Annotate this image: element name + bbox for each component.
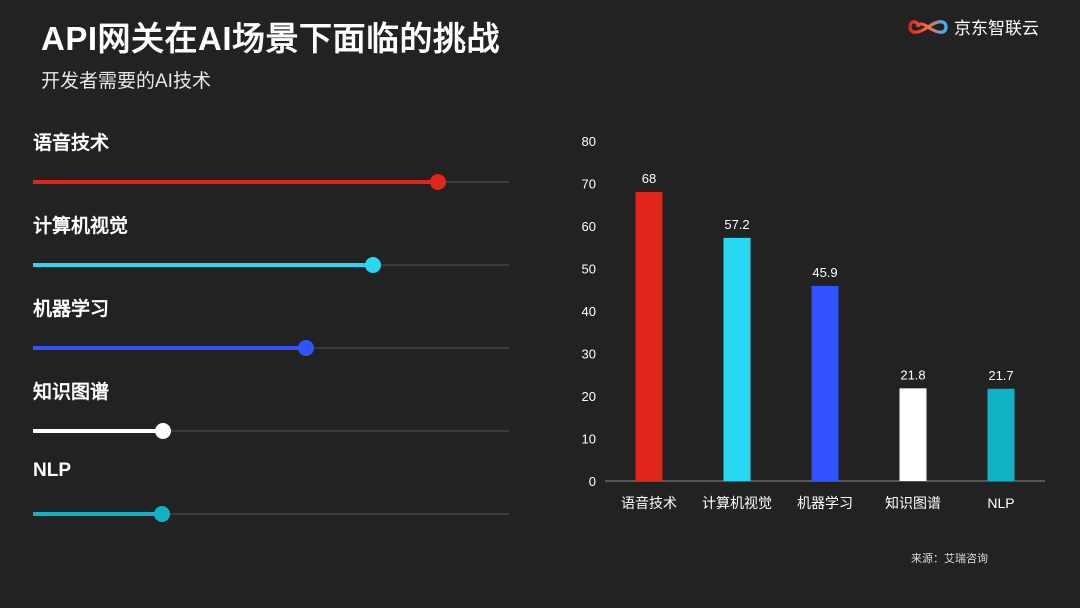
slider-track <box>33 513 509 515</box>
slider-row: 机器学习 <box>33 294 509 364</box>
x-tick-label: 语音技术 <box>621 495 677 511</box>
infinity-logo-icon <box>908 19 948 34</box>
y-tick-label: 20 <box>582 389 596 404</box>
y-tick-label: 40 <box>582 304 596 319</box>
data-label: 68 <box>642 171 656 186</box>
x-tick-label: 计算机视觉 <box>702 495 772 511</box>
bar <box>987 388 1015 481</box>
data-label: 21.7 <box>988 368 1013 383</box>
x-tick-label: 机器学习 <box>797 495 853 511</box>
slider-row: 计算机视觉 <box>33 211 509 281</box>
slider-fill <box>33 346 307 350</box>
x-tick-label: NLP <box>987 495 1014 511</box>
source-note: 来源：艾瑞咨询 <box>911 553 988 565</box>
logo-text: 京东智联云 <box>954 19 1039 38</box>
slider-knob <box>429 174 446 190</box>
page-subtitle: 开发者需要的AI技术 <box>41 71 211 92</box>
slider-label: 知识图谱 <box>33 382 110 403</box>
y-tick-label: 0 <box>589 474 596 489</box>
slider-label: NLP <box>33 460 71 481</box>
y-tick-label: 60 <box>582 219 596 234</box>
data-label: 45.9 <box>812 265 837 280</box>
y-tick-label: 50 <box>582 262 596 277</box>
bar <box>899 388 927 481</box>
slider-fill <box>33 180 438 184</box>
slider-knob <box>365 257 382 273</box>
slider-knob <box>154 506 171 522</box>
slider-fill <box>33 263 374 267</box>
slider-row: NLP <box>33 460 509 530</box>
slider-fill <box>33 512 163 516</box>
data-label: 21.8 <box>900 367 925 382</box>
y-tick-label: 30 <box>582 347 596 362</box>
slider-label: 计算机视觉 <box>33 216 129 237</box>
x-tick-label: 知识图谱 <box>885 495 941 511</box>
y-tick-label: 70 <box>582 177 596 192</box>
slider-fill <box>33 429 163 433</box>
bar-chart: 0 10 20 30 40 50 60 70 80 68 语音技术 57.2 计算机视觉 45.9 机器学习… <box>582 134 1045 511</box>
bar <box>723 237 751 481</box>
slider-label: 语音技术 <box>33 133 110 154</box>
slider-knob <box>298 340 315 356</box>
y-tick-label: 80 <box>582 134 596 149</box>
slider-row: 知识图谱 <box>33 377 509 447</box>
brand-logo: 京东智联云 <box>908 14 1039 39</box>
page-title: API网关在AI场景下面临的挑战 <box>41 20 501 57</box>
slider-row: 语音技术 <box>33 128 509 198</box>
y-tick-label: 10 <box>582 432 596 447</box>
bar <box>811 285 839 481</box>
bar <box>635 192 663 481</box>
slider-label: 机器学习 <box>33 299 110 320</box>
slider-track <box>33 430 509 432</box>
slider-knob <box>154 423 171 439</box>
data-label: 57.2 <box>724 217 749 232</box>
